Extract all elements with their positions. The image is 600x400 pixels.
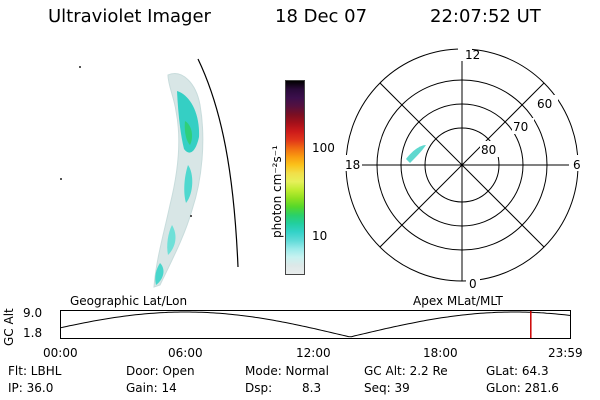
instrument-title: Ultraviolet Imager	[48, 6, 211, 27]
polar-plot: 12 6 0 18 60 70 80	[342, 47, 583, 290]
gc-alt-value: GC Alt: 2.2 Re	[364, 364, 448, 378]
timeline-x-tick-1200: 12:00	[296, 346, 331, 360]
timeline-x-tick-0000: 00:00	[43, 346, 78, 360]
polar-diagonal	[379, 82, 545, 248]
colorbar	[285, 80, 305, 275]
star-dot	[79, 66, 81, 68]
lat-label-60: 60	[537, 97, 552, 111]
auroral-oval-geographic	[153, 73, 204, 288]
mlt-label-0: 0	[469, 277, 477, 290]
colorbar-tick-100: 100	[312, 141, 335, 155]
timeline-y-tick-bottom: 1.8	[23, 326, 43, 340]
seq-value: Seq: 39	[364, 381, 410, 395]
timeline-x-tick-1800: 18:00	[423, 346, 458, 360]
dsp-value: 8.3	[302, 381, 322, 395]
time-label: 22:07:52 UT	[430, 6, 541, 27]
ip-value: IP: 36.0	[8, 381, 54, 395]
glat-value: GLat: 64.3	[486, 364, 549, 378]
auroral-oval-polar	[406, 145, 426, 163]
timeline-y-tick-top: 9.0	[23, 306, 43, 320]
gain-value: Gain: 14	[126, 381, 177, 395]
dsp-label: Dsp:	[245, 381, 273, 395]
colorbar-gradient	[285, 80, 305, 275]
door-value: Door: Open	[126, 364, 195, 378]
mlt-label-12: 12	[465, 48, 480, 62]
terminator-line	[197, 58, 239, 268]
colorbar-unit-label: photon cm⁻²s⁻¹	[270, 145, 284, 238]
timeline-x-tick-2359: 23:59	[548, 346, 583, 360]
star-dot	[60, 178, 62, 180]
timeline-left-title: Geographic Lat/Lon	[70, 294, 188, 308]
geographic-image	[60, 58, 239, 288]
date-label: 18 Dec 07	[275, 6, 368, 27]
timeline-x-tick-0600: 06:00	[168, 346, 203, 360]
timeline-y-label: GC Alt	[2, 308, 16, 346]
timeline-plot	[60, 310, 571, 339]
glon-value: GLon: 281.6	[486, 381, 559, 395]
mlt-label-6: 6	[573, 158, 581, 172]
mlt-label-18: 18	[345, 158, 360, 172]
orbit-altitude-curve	[60, 311, 571, 338]
lat-label-80: 80	[481, 143, 496, 157]
mode-value: Mode: Normal	[245, 364, 329, 378]
filter-value: Flt: LBHL	[8, 364, 62, 378]
timeline-right-title: Apex MLat/MLT	[413, 294, 503, 308]
colorbar-tick-10: 10	[312, 229, 328, 243]
lat-label-70: 70	[513, 120, 528, 134]
timeline-frame	[60, 310, 571, 339]
star-dot	[190, 215, 192, 217]
